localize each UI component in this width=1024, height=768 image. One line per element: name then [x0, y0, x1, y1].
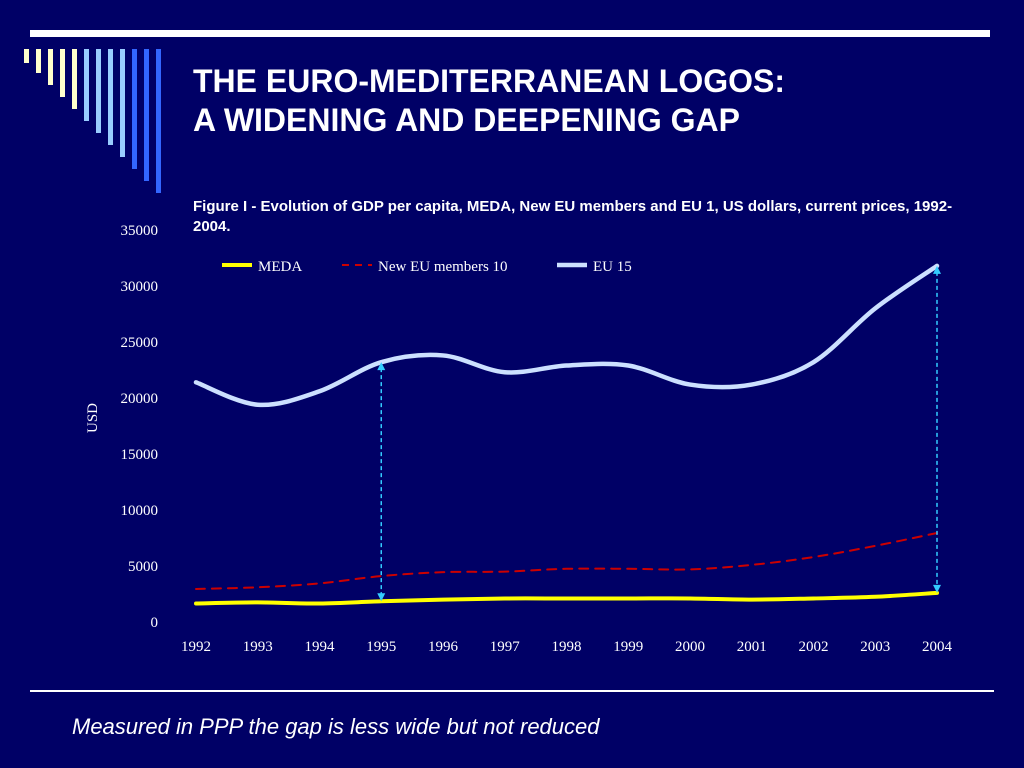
slide-title-line1: THE EURO-MEDITERRANEAN LOGOS: [193, 63, 785, 99]
x-tick-label: 2003 [860, 639, 890, 655]
y-tick-label: 0 [151, 615, 159, 631]
x-tick-label: 1999 [613, 639, 643, 655]
x-tick-label: 1998 [552, 639, 582, 655]
slide-title-line2: A WIDENING AND DEEPENING GAP [193, 102, 740, 138]
x-tick-label: 1993 [243, 639, 273, 655]
gap-arrow-head-bottom [377, 593, 386, 602]
x-tick-label: 2001 [737, 639, 767, 655]
series-line-new-eu-members-10 [195, 531, 938, 590]
legend-label: MEDA [258, 259, 302, 275]
decorative-stripes [24, 49, 161, 193]
x-tick-label: 2004 [922, 639, 953, 655]
x-tick-label: 1995 [366, 639, 396, 655]
y-tick-label: 25000 [121, 335, 159, 351]
figure-caption: Figure I - Evolution of GDP per capita, … [193, 198, 953, 235]
x-tick-label: 1994 [305, 639, 336, 655]
y-tick-label: 10000 [121, 503, 159, 519]
y-tick-label: 5000 [128, 559, 158, 575]
bottom-rule [30, 690, 994, 692]
x-tick-label: 1992 [181, 639, 211, 655]
y-tick-label: 30000 [121, 279, 159, 295]
x-tick-label: 1996 [428, 639, 459, 655]
y-tick-label: 20000 [121, 391, 159, 407]
x-tick-label: 2002 [799, 639, 829, 655]
gap-arrow-head-bottom [933, 584, 941, 593]
slide-footer-note: Measured in PPP the gap is less wide but… [72, 714, 600, 739]
gdp-line-chart: 0 5000 10000 15000 20000 25000 30000 35000 1992… [85, 223, 953, 655]
y-tick-label: 35000 [121, 223, 159, 239]
y-axis-label: USD [85, 403, 101, 433]
legend-label: New EU members 10 [378, 259, 508, 275]
y-tick-label: 15000 [121, 447, 159, 463]
series-line-eu-15 [193, 263, 940, 408]
gap-arrow-head-top [933, 265, 941, 274]
x-tick-label: 1997 [490, 639, 521, 655]
x-tick-label: 2000 [675, 639, 705, 655]
top-rule [30, 30, 990, 37]
series-line-meda [194, 590, 939, 606]
slide-title: THE EURO-MEDITERRANEAN LOGOS: A WIDENING… [193, 62, 785, 140]
gap-arrow-head-top [377, 362, 386, 371]
legend-label: EU 15 [593, 259, 632, 275]
